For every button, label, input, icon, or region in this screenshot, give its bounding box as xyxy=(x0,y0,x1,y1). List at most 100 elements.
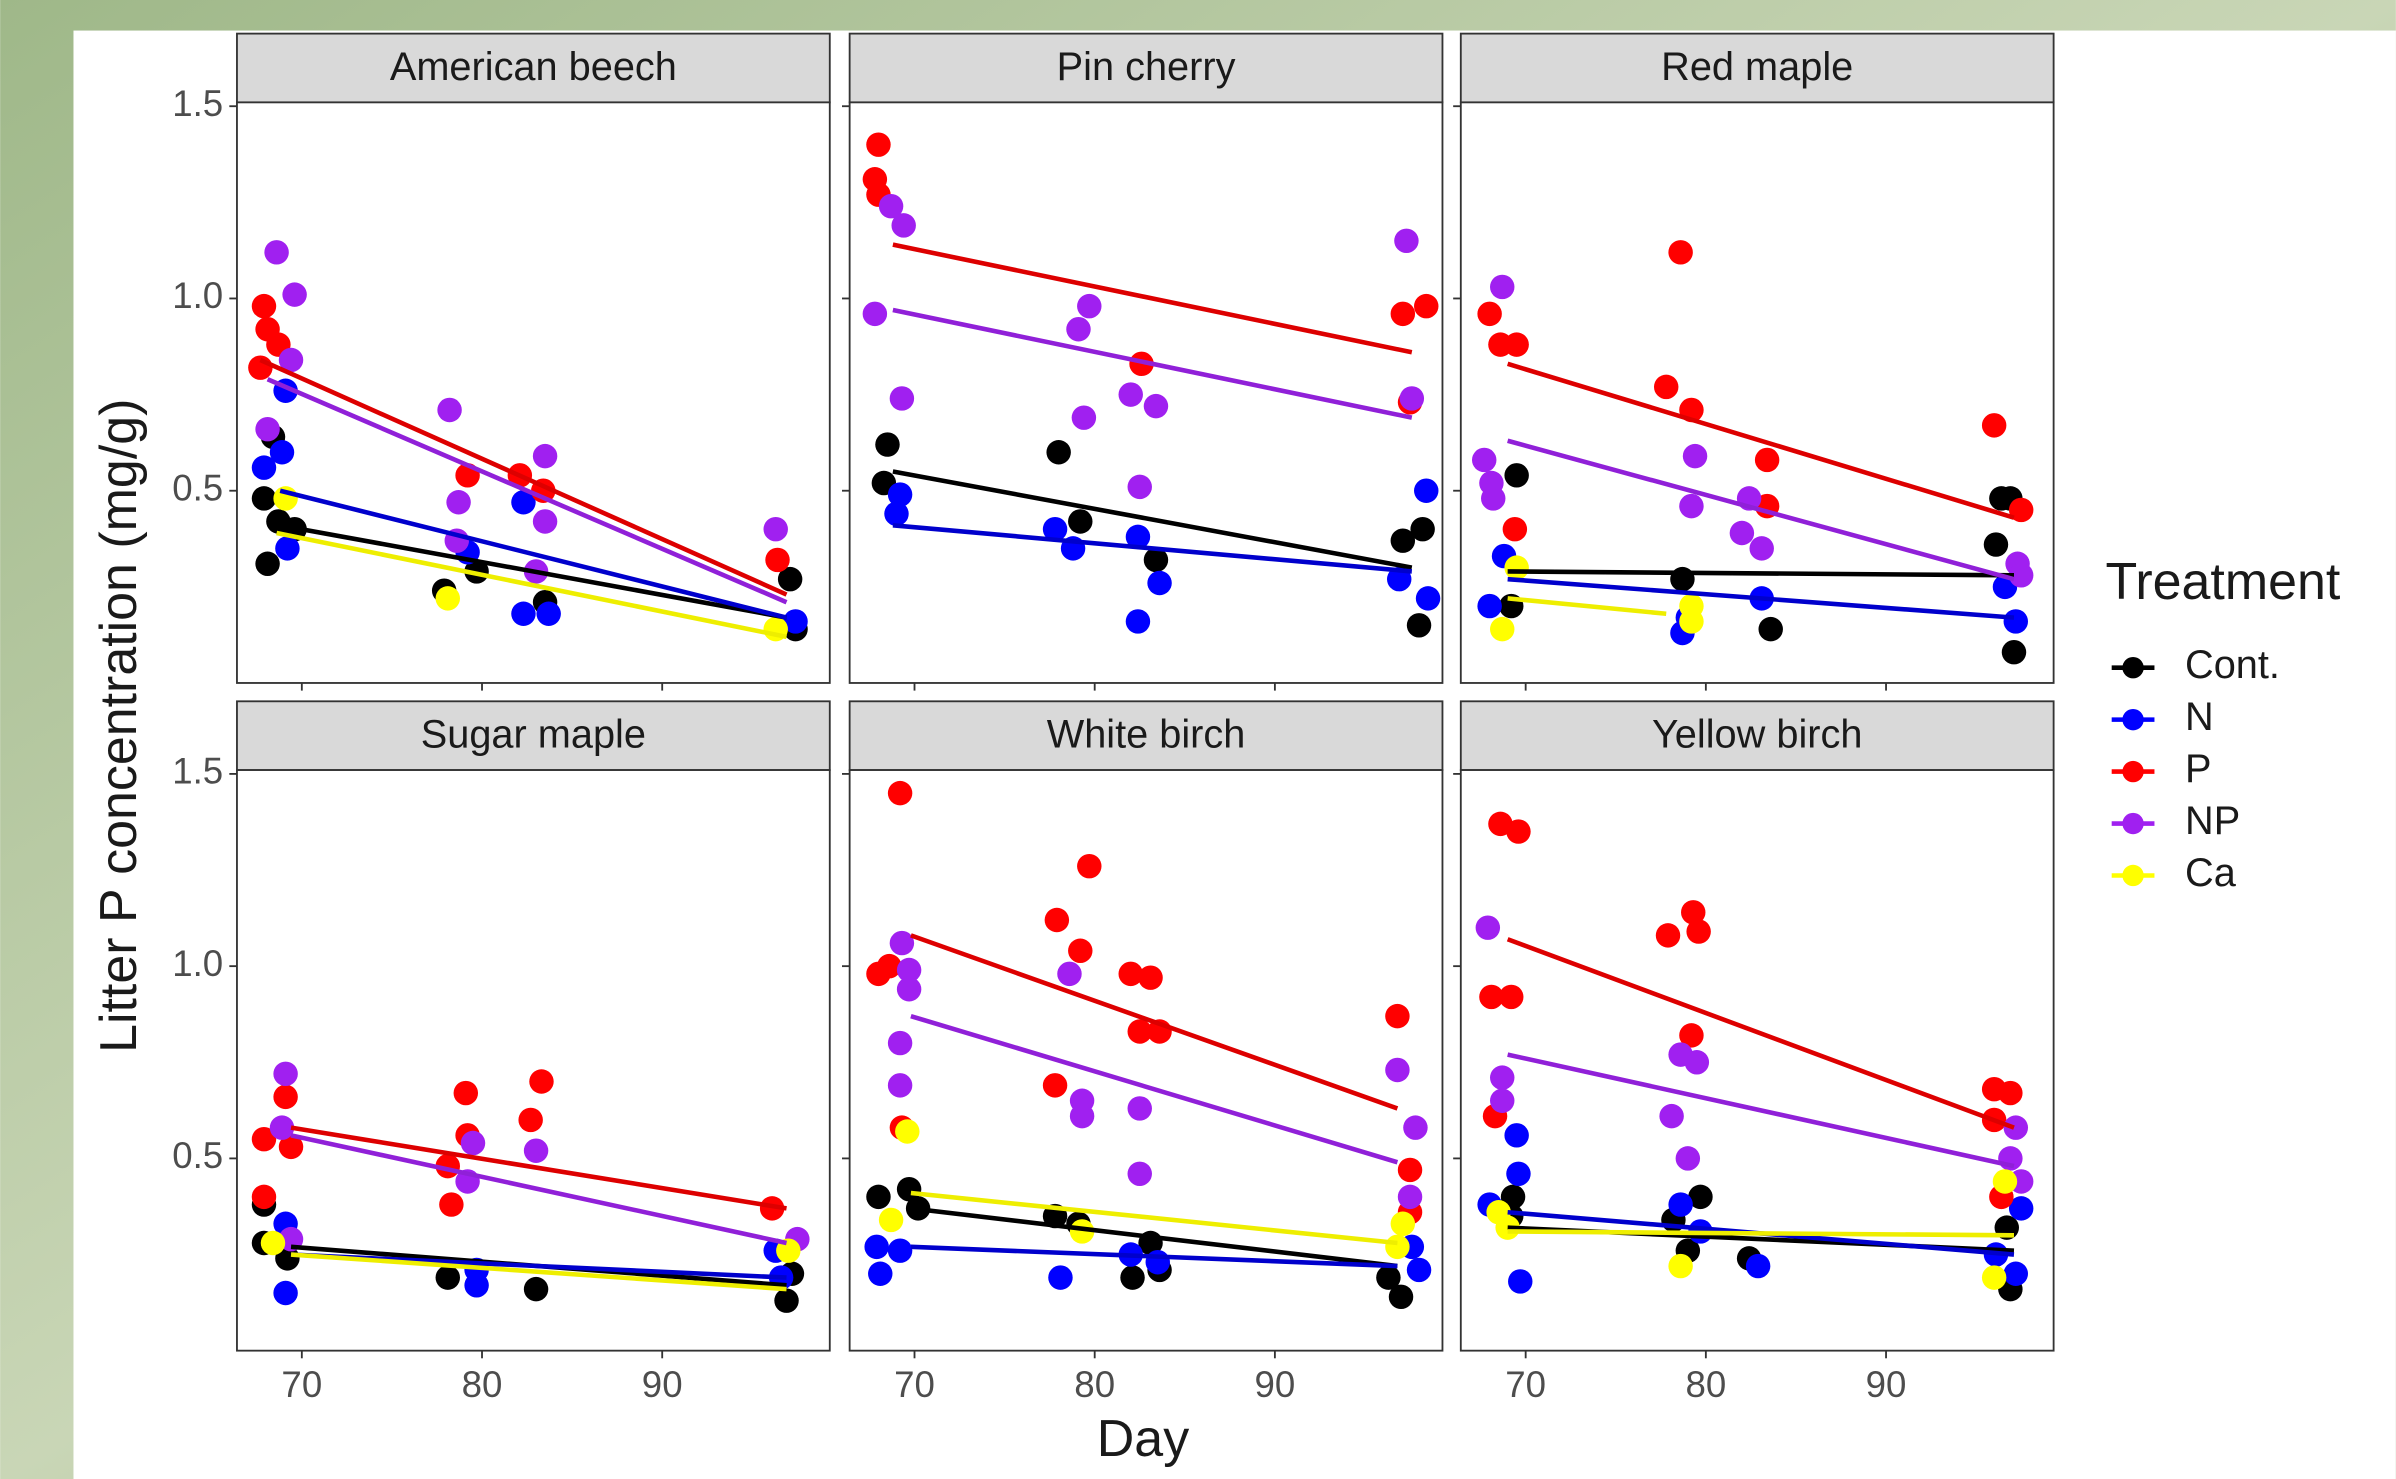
point xyxy=(891,213,916,238)
x-tick-label: 70 xyxy=(281,1364,322,1405)
point xyxy=(884,501,909,527)
trend-line xyxy=(1506,937,2015,1130)
point xyxy=(878,1207,904,1233)
point xyxy=(1659,1103,1684,1129)
point xyxy=(1397,1184,1423,1210)
point xyxy=(1385,1234,1410,1260)
point xyxy=(1500,1184,1526,1210)
point xyxy=(878,193,904,219)
point xyxy=(1143,547,1169,573)
point xyxy=(435,1265,460,1290)
point xyxy=(1397,1157,1423,1183)
point xyxy=(1490,1088,1515,1113)
point xyxy=(1504,463,1529,488)
point xyxy=(1684,1050,1710,1075)
facet-title: Yellow birch xyxy=(1652,713,1862,757)
point xyxy=(278,1134,304,1160)
point xyxy=(251,1184,277,1210)
point xyxy=(1385,1003,1410,1029)
point xyxy=(1138,965,1163,990)
point xyxy=(275,536,300,561)
y-tick-label: 1.5 xyxy=(172,751,223,792)
point xyxy=(1981,1265,2007,1290)
point xyxy=(464,1273,489,1298)
point xyxy=(532,443,558,469)
legend-label: N xyxy=(2185,695,2214,739)
point xyxy=(887,780,913,806)
point xyxy=(1125,609,1151,634)
strip xyxy=(1459,700,2055,771)
point xyxy=(532,509,558,534)
point xyxy=(269,1115,295,1140)
point xyxy=(1490,274,1515,300)
point xyxy=(1118,382,1143,407)
point xyxy=(1127,1161,1152,1187)
trend-line xyxy=(910,1244,1398,1269)
point xyxy=(1668,240,1693,265)
point xyxy=(1069,1219,1095,1244)
point xyxy=(1992,1169,2018,1194)
point xyxy=(1127,1096,1152,1121)
point xyxy=(2001,639,2027,665)
trend-line xyxy=(290,1133,788,1246)
point xyxy=(875,432,900,457)
trend-line xyxy=(1507,1052,2015,1169)
trend-line xyxy=(910,1190,1398,1246)
trend-line xyxy=(276,530,787,640)
point xyxy=(1385,1057,1410,1083)
point xyxy=(1118,961,1143,987)
point xyxy=(1048,1265,1073,1290)
legend-label: Cont. xyxy=(2185,643,2280,687)
point xyxy=(1414,478,1439,503)
point xyxy=(275,1246,300,1271)
point xyxy=(446,490,471,515)
legend-key-point xyxy=(2122,708,2144,731)
point xyxy=(269,440,295,465)
legend-title: Treatment xyxy=(2106,553,2341,611)
point xyxy=(1754,447,1780,473)
point xyxy=(1653,374,1679,400)
point xyxy=(862,301,888,327)
point xyxy=(868,1261,893,1286)
point xyxy=(1655,923,1681,948)
trend-line xyxy=(1507,596,1667,617)
point xyxy=(1490,1065,1515,1090)
point xyxy=(1502,516,1528,542)
panel xyxy=(848,101,1444,684)
point xyxy=(2008,563,2034,588)
point xyxy=(1403,1115,1428,1140)
strip xyxy=(236,700,831,771)
trend-line xyxy=(892,469,1413,570)
point xyxy=(1077,293,1102,319)
point xyxy=(273,1061,298,1087)
x-tick-label: 90 xyxy=(642,1364,683,1405)
legend-label: P xyxy=(2185,747,2212,791)
point xyxy=(1749,536,1774,561)
point xyxy=(460,1130,486,1156)
point xyxy=(2003,1115,2029,1140)
point xyxy=(1046,440,1071,465)
point xyxy=(1068,509,1093,534)
point xyxy=(776,1238,801,1263)
point xyxy=(1504,332,1529,357)
point xyxy=(2008,497,2034,523)
point xyxy=(887,1238,913,1263)
point xyxy=(759,1196,785,1221)
point xyxy=(255,416,280,442)
trend-line xyxy=(290,1252,787,1292)
facet-title: American beech xyxy=(390,45,677,89)
legend-key-point xyxy=(2122,864,2144,887)
point xyxy=(439,1192,464,1217)
trend-line xyxy=(279,488,788,620)
y-tick-label: 1.0 xyxy=(172,275,223,316)
point xyxy=(763,516,788,542)
panel xyxy=(236,769,831,1352)
point xyxy=(1682,443,1708,469)
point xyxy=(523,1276,549,1302)
point xyxy=(774,1288,799,1313)
legend-label: Ca xyxy=(2185,851,2237,895)
point xyxy=(1410,516,1435,542)
point xyxy=(864,1234,889,1260)
legend-label: NP xyxy=(2185,799,2240,843)
trend-line xyxy=(1507,1229,2014,1238)
